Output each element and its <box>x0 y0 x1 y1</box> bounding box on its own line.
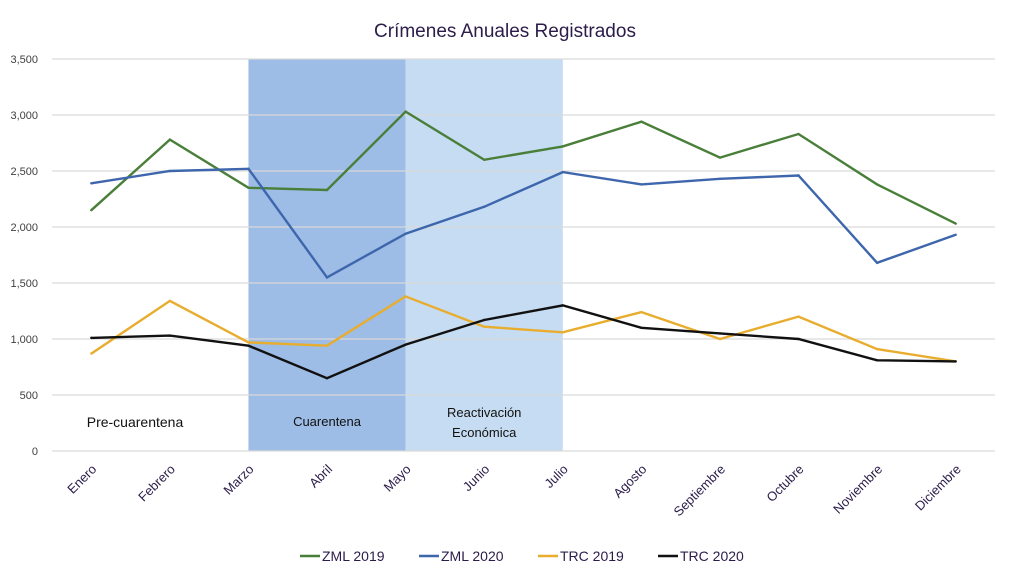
data-point-trc-2019 <box>718 337 722 341</box>
annotation-cuarentena: Cuarentena <box>293 414 362 429</box>
legend-item-zml-2019: ZML 2019 <box>300 548 385 564</box>
legend-item-zml-2020: ZML 2020 <box>419 548 504 564</box>
legend-label: TRC 2019 <box>560 548 624 564</box>
data-point-zml-2020 <box>718 177 722 181</box>
data-point-trc-2019 <box>561 331 564 334</box>
data-point-zml-2020 <box>168 169 172 173</box>
data-point-zml-2020 <box>483 205 486 209</box>
data-point-trc-2019 <box>404 295 407 298</box>
annotation-reactivacion-line2: Económica <box>452 425 517 440</box>
data-point-trc-2020 <box>325 377 329 380</box>
data-point-trc-2019 <box>875 347 879 351</box>
data-point-zml-2019 <box>954 222 957 225</box>
data-point-trc-2019 <box>797 315 800 318</box>
gridlines <box>52 58 995 452</box>
data-point-zml-2020 <box>640 183 643 186</box>
legend-label: ZML 2020 <box>441 548 504 564</box>
y-tick-label: 3,000 <box>10 110 38 122</box>
data-point-trc-2020 <box>168 334 172 337</box>
data-point-trc-2020 <box>640 326 643 329</box>
data-point-trc-2020 <box>718 332 722 335</box>
series-line-zml-2020 <box>91 167 957 279</box>
y-tick-label: 1,000 <box>10 334 38 346</box>
series-line-trc-2020 <box>91 304 956 380</box>
data-point-zml-2020 <box>561 170 564 174</box>
period-annotations: Pre-cuarentena Cuarentena Reactivación E… <box>87 405 522 440</box>
data-point-zml-2020 <box>797 174 800 177</box>
series-line-trc-2019 <box>90 295 956 363</box>
data-point-trc-2020 <box>247 344 250 347</box>
legend-item-trc-2019: TRC 2019 <box>538 548 624 564</box>
y-tick-label: 500 <box>20 390 38 402</box>
legend-label: ZML 2019 <box>322 548 385 564</box>
y-tick-label: 0 <box>32 446 38 458</box>
y-tick-label: 1,500 <box>10 278 38 290</box>
chart-title: Crímenes Anuales Registrados <box>374 21 636 42</box>
data-point-zml-2020 <box>954 233 957 237</box>
legend-item-trc-2020: TRC 2020 <box>658 548 744 564</box>
data-point-trc-2019 <box>168 299 172 303</box>
data-point-zml-2019 <box>90 209 93 212</box>
data-point-trc-2020 <box>90 336 93 340</box>
data-point-zml-2019 <box>247 186 250 189</box>
data-point-zml-2020 <box>247 167 250 170</box>
data-point-trc-2019 <box>90 352 93 355</box>
legend-label: TRC 2020 <box>680 548 744 564</box>
data-point-trc-2020 <box>483 318 486 322</box>
data-point-zml-2019 <box>483 158 486 161</box>
data-point-zml-2019 <box>561 145 564 148</box>
data-point-trc-2019 <box>325 344 329 347</box>
data-point-trc-2020 <box>954 360 957 363</box>
data-point-zml-2020 <box>90 182 93 185</box>
series-line-zml-2019 <box>90 110 957 225</box>
data-point-zml-2019 <box>640 120 643 123</box>
data-point-zml-2019 <box>168 138 172 141</box>
annotation-pre-cuarentena: Pre-cuarentena <box>87 414 184 430</box>
data-point-zml-2019 <box>875 183 879 186</box>
y-tick-label: 2,500 <box>10 166 38 178</box>
y-axis-ticks: 0 500 1,000 1,500 2,000 2,500 3,000 3,500 <box>10 54 38 458</box>
data-point-zml-2019 <box>404 110 407 113</box>
data-point-trc-2020 <box>404 343 407 346</box>
annotation-reactivacion-line1: Reactivación <box>447 405 521 420</box>
series-lines <box>90 110 957 380</box>
data-point-trc-2019 <box>483 325 486 328</box>
band-cuarentena <box>248 59 406 451</box>
data-point-trc-2020 <box>875 359 879 362</box>
data-point-trc-2019 <box>640 310 643 314</box>
data-point-zml-2020 <box>325 276 329 279</box>
legend: ZML 2019 ZML 2020 TRC 2019 TRC 2020 <box>300 548 744 564</box>
data-point-trc-2020 <box>797 337 800 341</box>
data-point-trc-2019 <box>247 341 250 344</box>
data-point-zml-2020 <box>875 261 879 265</box>
data-point-zml-2019 <box>325 188 329 192</box>
data-point-trc-2020 <box>561 304 564 307</box>
y-tick-label: 3,500 <box>10 54 38 66</box>
y-tick-label: 2,000 <box>10 222 38 234</box>
data-point-zml-2019 <box>718 156 722 159</box>
period-bands <box>248 59 563 451</box>
data-point-zml-2019 <box>797 132 800 136</box>
data-point-zml-2020 <box>404 232 407 235</box>
band-reactivacion <box>405 59 563 451</box>
